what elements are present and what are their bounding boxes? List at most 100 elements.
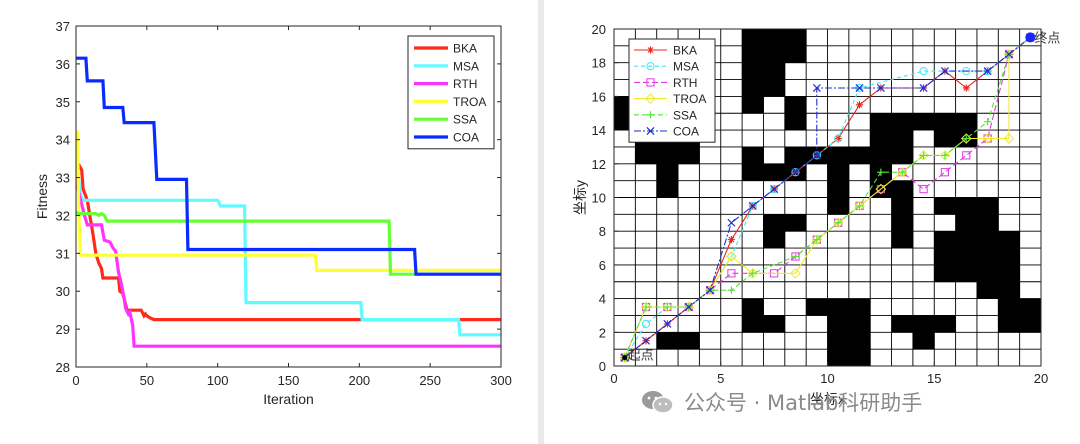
watermark: 公众号 · Matlab科研助手 <box>640 382 922 422</box>
map-legend-marker <box>645 93 656 104</box>
obstacle-cell <box>934 197 956 215</box>
obstacle-cell <box>998 231 1021 249</box>
obstacle-cell <box>912 315 935 333</box>
obstacle-cell <box>976 248 999 266</box>
obstacle-cell <box>656 180 679 198</box>
path-point-msa <box>748 201 757 211</box>
obstacle-cell <box>934 113 956 131</box>
map-y-tick-label: 6 <box>599 258 606 273</box>
path-point-coa <box>919 83 928 92</box>
obstacle-cell <box>635 146 658 165</box>
obstacle-cell <box>891 180 914 198</box>
obstacle-cell <box>998 248 1021 266</box>
path-point-coa <box>684 303 693 312</box>
obstacle-cell <box>784 214 807 232</box>
obstacle-cell <box>976 197 999 215</box>
legend-box <box>407 35 495 150</box>
map-legend-box <box>628 38 716 143</box>
obstacle-cell <box>976 214 999 232</box>
map-legend-label: MSA <box>673 60 699 74</box>
map-y-tick-label: 8 <box>599 224 606 239</box>
path-point-rth <box>727 269 736 278</box>
obstacle-cell <box>934 231 956 249</box>
path-point-coa <box>727 218 736 227</box>
path-point-msa <box>641 319 651 328</box>
obstacle-cell <box>955 231 978 249</box>
obstacle-cell <box>891 214 914 232</box>
path-point-troa <box>939 150 951 161</box>
obstacle-cell <box>891 231 914 249</box>
map-y-tick-label: 4 <box>599 292 606 307</box>
map-x-axis-title: 坐标x <box>810 391 845 407</box>
legend-label-rth: RTH <box>453 77 477 91</box>
obstacle-cell <box>976 231 999 249</box>
obstacle-cell <box>763 29 786 47</box>
obstacle-cell <box>955 248 978 266</box>
obstacle-cell <box>806 298 828 316</box>
path-point-coa <box>876 83 885 92</box>
obstacle-cell <box>763 163 786 182</box>
map-y-tick-label: 0 <box>599 359 606 374</box>
path-point-troa <box>662 301 673 313</box>
path-point-ssa <box>834 219 842 227</box>
map-legend-entry-rth: RTH <box>634 76 697 90</box>
obstacle-cell <box>912 113 935 131</box>
path-point-coa <box>812 151 821 160</box>
path-point-rth <box>940 168 950 177</box>
map-legend-entry-ssa: SSA <box>634 108 697 122</box>
obstacle-cell <box>934 264 956 283</box>
y-tick-label: 30 <box>56 284 70 299</box>
map-legend-entry-troa: TROA <box>634 92 706 106</box>
path-point-ssa <box>727 286 736 294</box>
path-point-coa <box>748 201 757 210</box>
obstacle-cell <box>827 180 850 198</box>
path-point-coa <box>642 336 651 345</box>
obstacle-cell <box>976 281 999 299</box>
path-point-coa <box>706 286 715 295</box>
obstacle-cell <box>763 214 786 232</box>
path-point-coa <box>1004 50 1014 59</box>
legend-label-ssa: SSA <box>453 113 477 127</box>
obstacle-cell <box>912 332 935 350</box>
obstacle-cell <box>955 264 978 283</box>
end-label: 终点 <box>1034 30 1060 45</box>
map-x-tick-label: 10 <box>820 371 834 386</box>
obstacle-cell <box>998 315 1021 333</box>
path-point-ssa <box>663 303 671 311</box>
obstacle-cell <box>1019 315 1042 333</box>
path-point-troa <box>832 217 844 229</box>
path-line-coa <box>624 36 1031 359</box>
obstacle-cell <box>955 113 978 131</box>
path-point-troa <box>1003 133 1015 144</box>
figure-divider <box>538 0 544 444</box>
obstacle-cell <box>763 315 786 333</box>
path-point-ssa <box>984 118 992 126</box>
watermark-text: 公众号 · Matlab科研助手 <box>684 391 923 415</box>
obstacle-cell <box>763 62 786 80</box>
obstacle-cell <box>742 96 764 114</box>
path-point-rth <box>919 184 928 194</box>
end-point <box>1025 32 1036 43</box>
x-tick-label: 300 <box>490 373 512 388</box>
map-legend-marker <box>646 126 655 136</box>
obstacle-cell <box>848 315 871 333</box>
obstacle-cell <box>998 264 1021 283</box>
obstacle-cell <box>742 29 764 47</box>
obstacle-cell <box>784 29 807 47</box>
y-tick-label: 35 <box>56 95 70 110</box>
path-point-ssa <box>855 202 864 210</box>
obstacle-cell <box>656 332 679 350</box>
obstacle-cell <box>870 146 892 165</box>
y-tick-label: 34 <box>56 133 70 148</box>
obstacle-cell <box>742 163 764 182</box>
obstacle-cell <box>848 349 871 367</box>
series-line-troa <box>76 130 501 272</box>
path-point-rth <box>962 151 971 160</box>
path-point-troa <box>640 301 652 313</box>
obstacle-cell <box>784 45 807 64</box>
legend-label-coa: COA <box>453 131 479 145</box>
map-y-tick-label: 20 <box>592 22 606 37</box>
obstacle-cell <box>848 146 871 165</box>
path-point-bka <box>834 134 842 143</box>
